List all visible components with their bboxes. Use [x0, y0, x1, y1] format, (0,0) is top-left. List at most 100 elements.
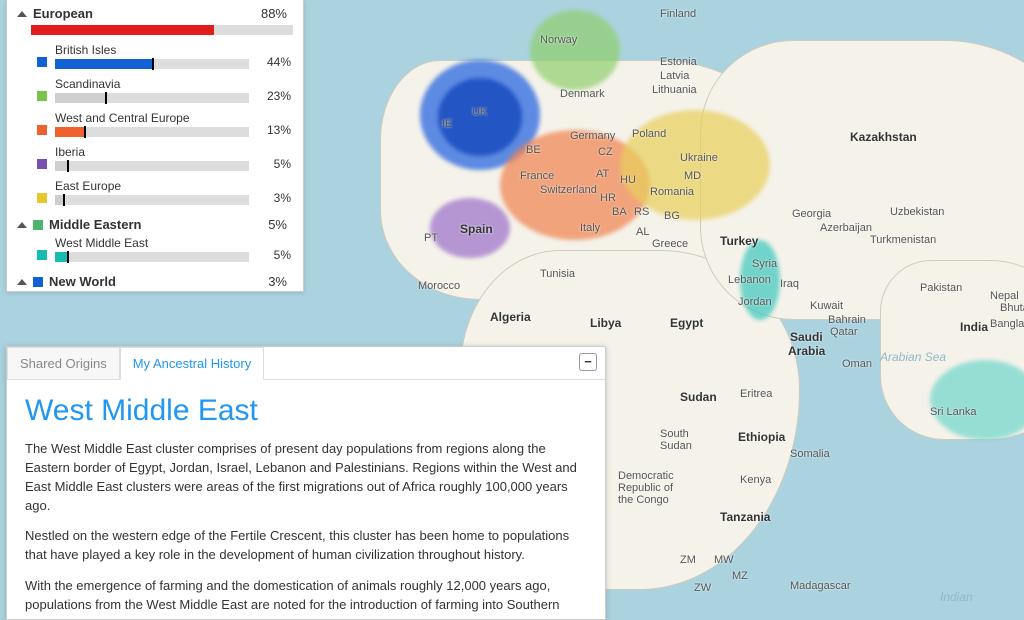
region-label: British Isles	[55, 43, 293, 59]
country-label: Libya	[590, 316, 621, 330]
ancestry-panel: European88% British Isles44% Scandinavia23…	[6, 0, 304, 292]
ancestry-blob	[530, 10, 620, 90]
country-label: Syria	[752, 258, 777, 270]
region-row[interactable]: West Middle East5%	[7, 234, 303, 262]
country-label: HR	[600, 192, 616, 204]
region-percent: 13%	[267, 123, 291, 137]
sea-label: Indian	[940, 590, 973, 604]
group-name: Middle Eastern	[49, 217, 141, 232]
group-name: European	[33, 6, 93, 21]
collapse-button[interactable]: −	[579, 353, 597, 371]
description-para: With the emergence of farming and the do…	[25, 577, 587, 615]
country-label: South	[660, 428, 689, 440]
country-label: Lebanon	[728, 274, 771, 286]
country-label: Bhutan	[1000, 302, 1024, 314]
country-label: Uzbekistan	[890, 206, 944, 218]
region-label: West Middle East	[55, 236, 293, 252]
region-bar	[55, 59, 249, 69]
country-label: Latvia	[660, 70, 689, 82]
country-label: India	[960, 320, 988, 334]
chevron-up-icon	[17, 11, 27, 17]
group-header[interactable]: New World3%	[7, 268, 303, 291]
group-percent: 5%	[268, 217, 293, 232]
region-swatch	[37, 91, 47, 101]
country-label: Pakistan	[920, 282, 962, 294]
country-label: Oman	[842, 358, 872, 370]
country-label: BE	[526, 144, 541, 156]
country-label: Denmark	[560, 88, 605, 100]
region-row[interactable]: Iberia5%	[7, 143, 303, 171]
region-bar	[55, 252, 249, 262]
country-label: Azerbaijan	[820, 222, 872, 234]
country-label: ZW	[694, 582, 711, 594]
country-label: Estonia	[660, 56, 697, 68]
region-percent: 5%	[274, 157, 291, 171]
country-label: MZ	[732, 570, 748, 582]
country-label: Saudi	[790, 330, 823, 344]
chevron-up-icon	[17, 222, 27, 228]
country-label: Republic of	[618, 482, 673, 494]
country-label: Iraq	[780, 278, 799, 290]
region-bar	[55, 195, 249, 205]
region-row[interactable]: Scandinavia23%	[7, 75, 303, 103]
country-label: AL	[636, 226, 649, 238]
country-label: RS	[634, 206, 649, 218]
description-para: Nestled on the western edge of the Ferti…	[25, 527, 587, 565]
group-header[interactable]: European88%	[7, 0, 303, 23]
region-swatch	[37, 125, 47, 135]
region-bar	[55, 93, 249, 103]
country-label: Ethiopia	[738, 430, 785, 444]
country-label: Egypt	[670, 316, 703, 330]
country-label: Ukraine	[680, 152, 718, 164]
description-tabs: Shared Origins My Ancestral History −	[7, 347, 605, 380]
region-swatch	[37, 57, 47, 67]
country-label: Madagascar	[790, 580, 851, 592]
group-bar	[31, 25, 293, 35]
tab-shared-origins[interactable]: Shared Origins	[7, 347, 120, 379]
country-label: Qatar	[830, 326, 858, 338]
country-label: Sri Lanka	[930, 406, 976, 418]
country-label: Tanzania	[720, 510, 770, 524]
region-label: East Europe	[55, 179, 293, 195]
region-row[interactable]: West and Central Europe13%	[7, 109, 303, 137]
group-header[interactable]: Middle Eastern 5%	[7, 211, 303, 234]
country-label: Kuwait	[810, 300, 843, 312]
group-name: New World	[49, 274, 116, 289]
country-label: BG	[664, 210, 680, 222]
country-label: Sudan	[680, 390, 717, 404]
country-label: Norway	[540, 34, 577, 46]
country-label: Romania	[650, 186, 694, 198]
country-label: ZM	[680, 554, 696, 566]
region-row[interactable]: East Europe3%	[7, 177, 303, 205]
chevron-up-icon	[17, 279, 27, 285]
region-label: Iberia	[55, 145, 293, 161]
country-label: Spain	[460, 222, 493, 236]
description-title: West Middle East	[25, 394, 587, 428]
region-percent: 23%	[267, 89, 291, 103]
country-label: Germany	[570, 130, 615, 142]
region-swatch	[37, 159, 47, 169]
description-para: The West Middle East cluster comprises o…	[25, 440, 587, 515]
country-label: Morocco	[418, 280, 460, 292]
country-label: Bahrain	[828, 314, 866, 326]
country-label: Somalia	[790, 448, 830, 460]
country-label: Jordan	[738, 296, 772, 308]
region-bar	[55, 127, 249, 137]
country-label: Tunisia	[540, 268, 575, 280]
country-label: Kenya	[740, 474, 771, 486]
country-label: Kazakhstan	[850, 130, 917, 144]
region-row[interactable]: British Isles44%	[7, 41, 303, 69]
country-label: CZ	[598, 146, 613, 158]
country-label: Democratic	[618, 470, 674, 482]
region-percent: 44%	[267, 55, 291, 69]
country-label: MD	[684, 170, 701, 182]
tab-ancestral-history[interactable]: My Ancestral History	[120, 347, 264, 380]
description-body[interactable]: West Middle East The West Middle East cl…	[7, 380, 605, 619]
ancestry-blob	[620, 110, 770, 220]
sea-label: Arabian Sea	[880, 350, 946, 364]
country-label: UK	[472, 106, 487, 118]
region-percent: 5%	[274, 248, 291, 262]
country-label: Nepal	[990, 290, 1019, 302]
region-percent: 3%	[274, 191, 291, 205]
country-label: Greece	[652, 238, 688, 250]
